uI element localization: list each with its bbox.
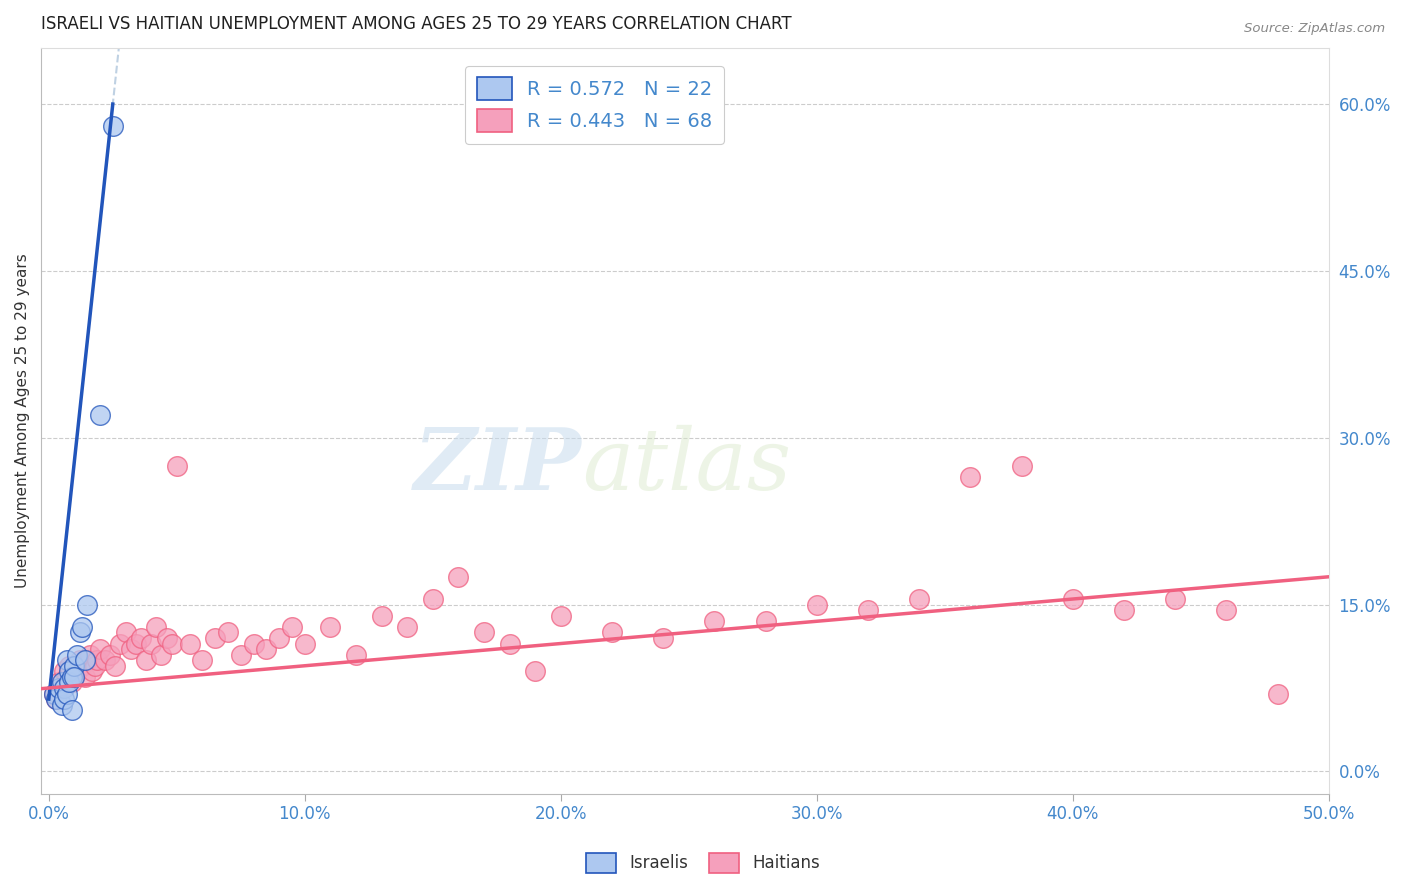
- Point: [55, 687, 77, 701]
- Point: [60, 670, 83, 684]
- Point: [55, 670, 77, 684]
- Point: [370, 608, 392, 623]
- Point: [55, 653, 77, 667]
- Point: [66, 648, 89, 662]
- Point: [652, 631, 675, 645]
- Point: [1164, 592, 1187, 607]
- Point: [242, 636, 264, 650]
- Point: [191, 653, 214, 667]
- Point: [83, 658, 105, 673]
- Point: [89, 642, 111, 657]
- Point: [45, 692, 67, 706]
- Point: [82, 665, 104, 679]
- Text: atlas: atlas: [582, 425, 792, 508]
- Point: [70, 620, 93, 634]
- Point: [51, 675, 73, 690]
- Point: [70, 658, 93, 673]
- Point: [58, 665, 80, 679]
- Point: [806, 598, 828, 612]
- Point: [550, 608, 572, 623]
- Point: [76, 598, 98, 612]
- Point: [755, 614, 778, 628]
- Point: [51, 698, 73, 712]
- Point: [48, 681, 70, 695]
- Point: [269, 631, 291, 645]
- Point: [344, 648, 367, 662]
- Text: Source: ZipAtlas.com: Source: ZipAtlas.com: [1244, 22, 1385, 36]
- Point: [129, 631, 152, 645]
- Point: [1112, 603, 1135, 617]
- Point: [908, 592, 931, 607]
- Point: [319, 620, 342, 634]
- Point: [53, 692, 76, 706]
- Point: [86, 653, 108, 667]
- Point: [63, 670, 86, 684]
- Point: [58, 675, 80, 690]
- Point: [73, 653, 96, 667]
- Point: [42, 687, 65, 701]
- Point: [856, 603, 879, 617]
- Point: [76, 653, 98, 667]
- Point: [58, 658, 80, 673]
- Point: [69, 653, 91, 667]
- Point: [217, 625, 239, 640]
- Point: [120, 642, 142, 657]
- Point: [229, 648, 252, 662]
- Point: [204, 631, 226, 645]
- Point: [125, 636, 148, 650]
- Point: [42, 687, 65, 701]
- Point: [69, 625, 91, 640]
- Point: [114, 625, 136, 640]
- Point: [45, 692, 67, 706]
- Point: [145, 620, 167, 634]
- Point: [166, 458, 188, 473]
- Point: [66, 665, 89, 679]
- Point: [959, 469, 981, 483]
- Point: [60, 675, 83, 690]
- Point: [135, 653, 157, 667]
- Point: [79, 648, 101, 662]
- Y-axis label: Unemployment Among Ages 25 to 29 years: Unemployment Among Ages 25 to 29 years: [15, 253, 30, 589]
- Point: [498, 636, 520, 650]
- Legend: R = 0.572   N = 22, R = 0.443   N = 68: R = 0.572 N = 22, R = 0.443 N = 68: [465, 66, 724, 144]
- Point: [1215, 603, 1237, 617]
- Point: [48, 675, 70, 690]
- Point: [160, 636, 183, 650]
- Point: [63, 670, 86, 684]
- Point: [101, 120, 124, 134]
- Point: [1062, 592, 1084, 607]
- Point: [1267, 687, 1289, 701]
- Point: [472, 625, 495, 640]
- Point: [703, 614, 725, 628]
- Point: [396, 620, 419, 634]
- Point: [447, 570, 470, 584]
- Point: [89, 409, 111, 423]
- Point: [179, 636, 201, 650]
- Point: [600, 625, 623, 640]
- Point: [104, 658, 127, 673]
- Point: [98, 648, 121, 662]
- Point: [1011, 458, 1033, 473]
- Point: [281, 620, 304, 634]
- Text: ZIP: ZIP: [413, 424, 582, 508]
- Point: [524, 665, 547, 679]
- Point: [53, 665, 76, 679]
- Legend: Israelis, Haitians: Israelis, Haitians: [579, 847, 827, 880]
- Point: [110, 636, 132, 650]
- Point: [294, 636, 316, 650]
- Point: [141, 636, 163, 650]
- Point: [60, 703, 83, 717]
- Point: [422, 592, 444, 607]
- Point: [53, 681, 76, 695]
- Point: [254, 642, 277, 657]
- Point: [51, 681, 73, 695]
- Point: [63, 658, 86, 673]
- Point: [94, 653, 117, 667]
- Point: [73, 670, 96, 684]
- Point: [155, 631, 177, 645]
- Text: ISRAELI VS HAITIAN UNEMPLOYMENT AMONG AGES 25 TO 29 YEARS CORRELATION CHART: ISRAELI VS HAITIAN UNEMPLOYMENT AMONG AG…: [41, 15, 792, 33]
- Point: [150, 648, 173, 662]
